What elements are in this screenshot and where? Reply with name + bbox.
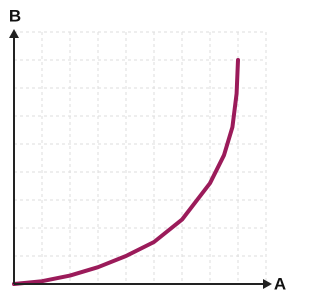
plot bbox=[12, 58, 240, 286]
y-arrow bbox=[9, 29, 19, 38]
x-arrow bbox=[263, 279, 272, 289]
grid bbox=[14, 31, 267, 284]
x-axis-label: A bbox=[274, 274, 286, 293]
curve bbox=[12, 58, 240, 286]
chart: A B bbox=[9, 6, 286, 293]
y-axis-label: B bbox=[9, 6, 21, 25]
